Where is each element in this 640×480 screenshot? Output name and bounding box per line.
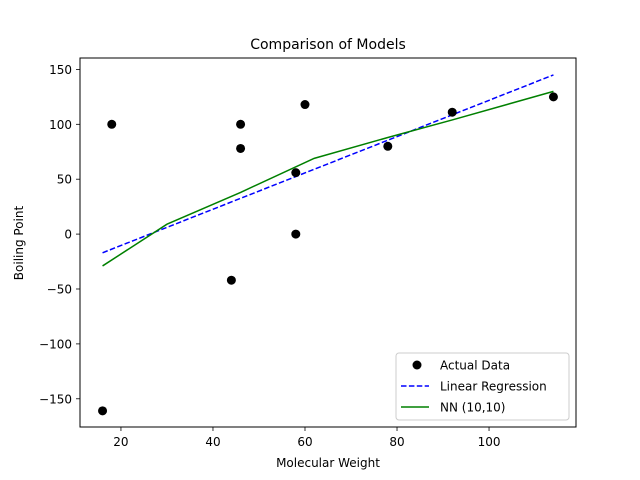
series-line-1 [102, 74, 554, 254]
legend-box [395, 352, 570, 421]
series-line-2 [102, 90, 554, 267]
legend: Actual Data Linear Regression NN (10,10) [395, 352, 570, 421]
data-point-3 [236, 143, 246, 153]
chart-title: Comparison of Models [250, 37, 406, 53]
data-point-6 [291, 168, 301, 178]
data-point-7 [300, 100, 310, 110]
plot-frame [79, 57, 577, 428]
data-point-0 [98, 406, 108, 416]
x-tick-label: 80 [389, 435, 404, 449]
x-tick-label: 40 [205, 435, 220, 449]
data-point-8 [383, 141, 393, 151]
data-point-10 [548, 92, 558, 102]
data-point-4 [236, 119, 246, 129]
x-axis-label: Molecular Weight [276, 456, 380, 470]
axis-ticks: 20 40 60 80 100 −150 −100 −50 0 50 100 150 [39, 63, 500, 449]
legend-label: Actual Data [440, 359, 510, 373]
y-axis-label: Boiling Point [12, 206, 26, 281]
x-tick-label: 60 [297, 435, 312, 449]
x-tick-label: 20 [113, 435, 128, 449]
x-tick-label: 100 [478, 435, 501, 449]
data-point-9 [447, 107, 457, 117]
y-tick-label: 0 [64, 228, 72, 242]
y-tick-label: −100 [39, 337, 72, 351]
y-tick-label: 150 [49, 63, 72, 77]
data-point-1 [107, 119, 117, 129]
data-point-5 [291, 229, 301, 239]
legend-label: Linear Regression [440, 380, 547, 394]
y-tick-label: −50 [47, 282, 72, 296]
data-point-2 [226, 275, 236, 285]
y-tick-label: −150 [39, 392, 72, 406]
y-tick-label: 50 [57, 173, 72, 187]
legend-marker [412, 360, 422, 370]
legend-label: NN (10,10) [440, 401, 505, 415]
plot-area [98, 74, 558, 416]
y-tick-label: 100 [49, 118, 72, 132]
